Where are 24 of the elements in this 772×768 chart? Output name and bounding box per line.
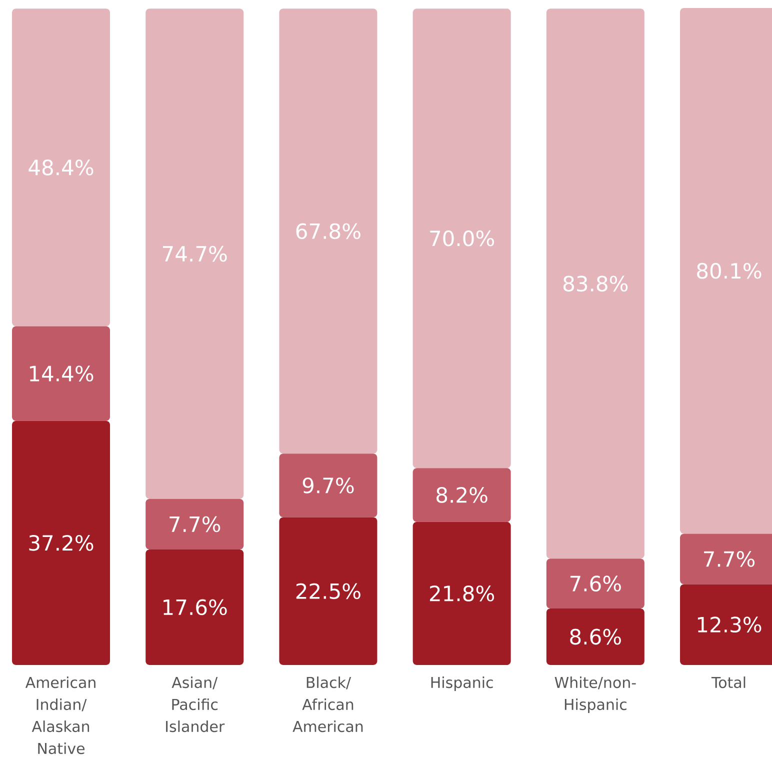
x-tick-label: Black/ African American [292,676,363,732]
x-tick-label: White/non-Hispanic [554,676,636,714]
data-label: 7.7% [170,516,220,532]
data-label: 37.2% [29,534,94,551]
data-label: 8.2% [436,487,488,503]
data-label: 22.5% [296,583,360,600]
data-label: 7.7% [704,551,755,567]
data-label: 14.4% [30,366,94,382]
data-label: 21.8% [430,585,494,602]
data-label: 9.7% [302,478,354,494]
data-label: 48.4% [28,160,94,176]
data-label: 8.6% [570,628,621,645]
data-label: 70.0% [430,230,494,246]
data-label: 74.7% [162,246,227,262]
x-tick-label: American Indian/ Alaskan Native [25,676,96,754]
x-tick-label: Hispanic [431,676,493,692]
x-tick-label: Asian/ Pacific Islander [166,676,225,732]
data-label: 80.1% [697,262,762,279]
data-label: 83.8% [563,276,628,292]
data-label: 12.3% [698,616,762,633]
data-label: 17.6% [164,599,227,616]
x-tick-label: Total [711,676,746,688]
data-label: 7.6% [570,576,621,592]
data-label: 67.8% [296,223,360,240]
